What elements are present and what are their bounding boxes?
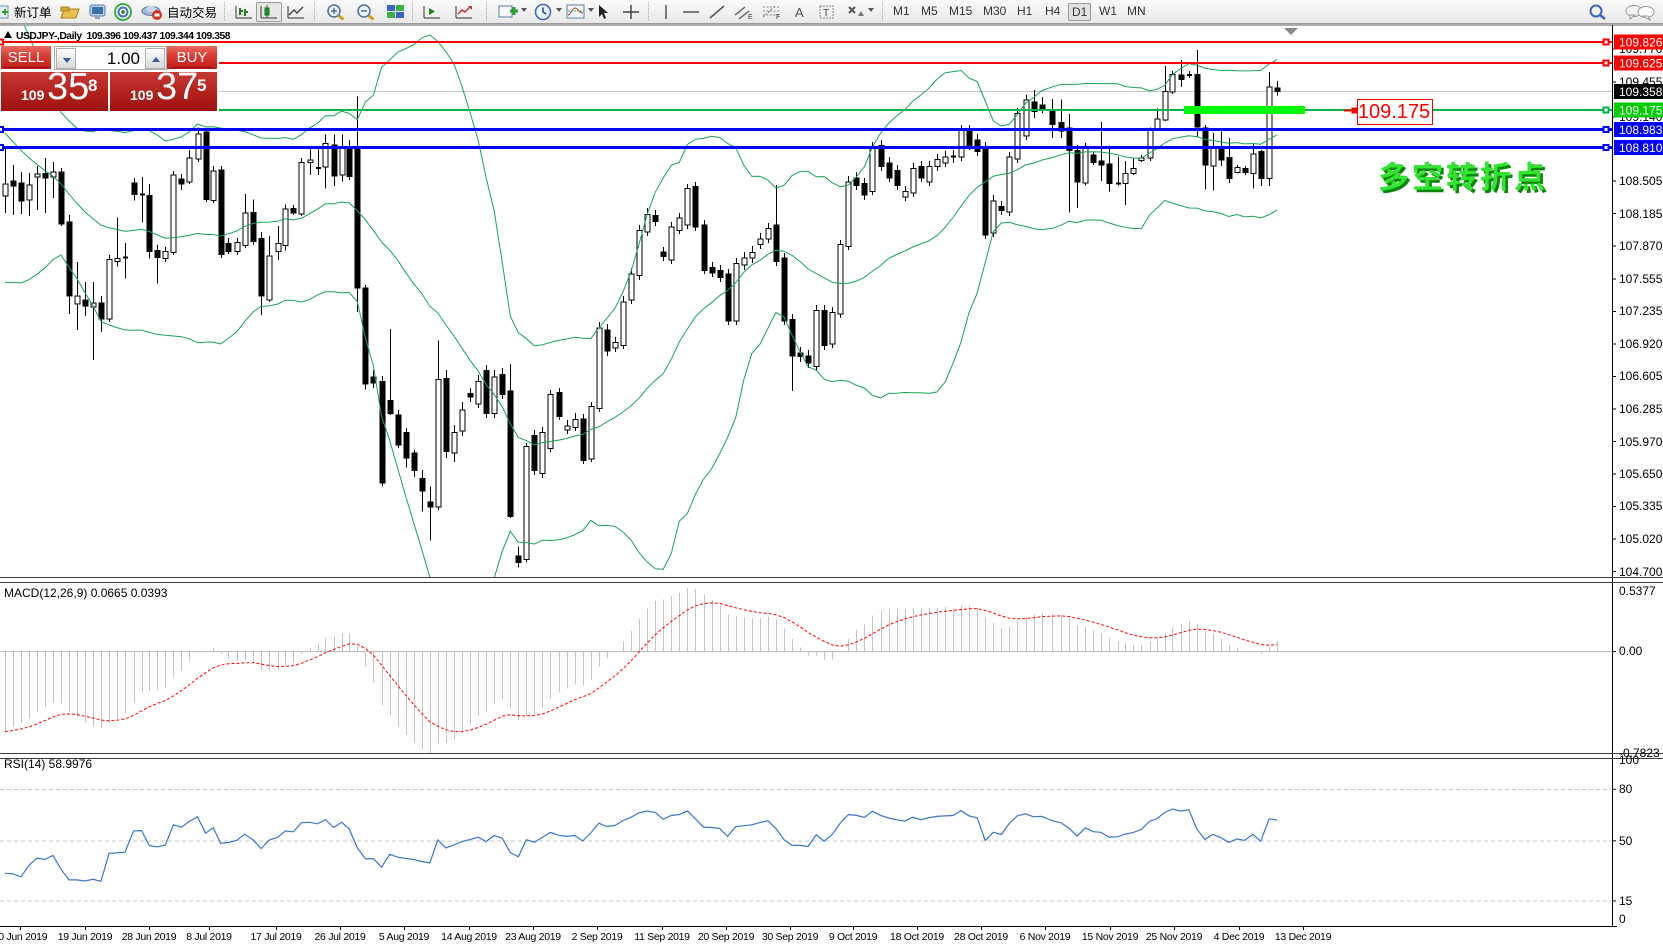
svg-text:15 Nov 2019: 15 Nov 2019 xyxy=(1082,931,1139,943)
svg-text:11 Sep 2019: 11 Sep 2019 xyxy=(634,931,690,943)
svg-text:109.625: 109.625 xyxy=(1619,57,1663,71)
svg-text:30 Sep 2019: 30 Sep 2019 xyxy=(762,931,819,943)
svg-text:50: 50 xyxy=(1619,834,1633,848)
svg-text:0.00: 0.00 xyxy=(1619,644,1643,658)
svg-text:100: 100 xyxy=(1619,753,1639,767)
svg-text:106.605: 106.605 xyxy=(1619,369,1663,383)
svg-text:RSI(14) 58.9976: RSI(14) 58.9976 xyxy=(4,757,92,771)
svg-text:105.020: 105.020 xyxy=(1619,532,1663,546)
svg-text:108.185: 108.185 xyxy=(1619,207,1663,221)
svg-text:4 Dec 2019: 4 Dec 2019 xyxy=(1214,931,1265,943)
svg-text:MACD(12,26,9) 0.0665 0.0393: MACD(12,26,9) 0.0665 0.0393 xyxy=(4,586,168,600)
svg-text:28 Jun 2019: 28 Jun 2019 xyxy=(122,931,177,943)
svg-text:T: T xyxy=(823,8,829,19)
svg-text:109.826: 109.826 xyxy=(1619,36,1663,50)
svg-text:A: A xyxy=(795,5,804,20)
svg-text:E: E xyxy=(748,14,753,21)
svg-text:109.175: 109.175 xyxy=(1619,104,1663,118)
svg-text:0.5377: 0.5377 xyxy=(1619,584,1656,598)
svg-text:108.810: 108.810 xyxy=(1619,141,1663,155)
svg-text:106.285: 106.285 xyxy=(1619,402,1663,416)
svg-text:26 Jul 2019: 26 Jul 2019 xyxy=(315,931,366,943)
svg-text:107.235: 107.235 xyxy=(1619,304,1663,318)
svg-text:19 Jun 2019: 19 Jun 2019 xyxy=(58,931,113,943)
svg-text:105.335: 105.335 xyxy=(1619,499,1663,513)
svg-text:28 Oct 2019: 28 Oct 2019 xyxy=(954,931,1008,943)
svg-text:105.970: 105.970 xyxy=(1619,435,1663,449)
svg-text:105.650: 105.650 xyxy=(1619,467,1663,481)
svg-text:107.555: 107.555 xyxy=(1619,272,1663,286)
svg-text:80: 80 xyxy=(1619,782,1633,796)
svg-text:0: 0 xyxy=(1619,912,1626,926)
svg-text:15: 15 xyxy=(1619,894,1633,908)
svg-text:13 Dec 2019: 13 Dec 2019 xyxy=(1275,931,1332,943)
svg-text:10 Jun 2019: 10 Jun 2019 xyxy=(0,931,48,943)
svg-text:23 Aug 2019: 23 Aug 2019 xyxy=(505,931,561,943)
svg-text:-0.7823: -0.7823 xyxy=(1619,746,1660,760)
svg-text:108.505: 108.505 xyxy=(1619,174,1663,188)
svg-text:25 Nov 2019: 25 Nov 2019 xyxy=(1146,931,1203,943)
svg-text:109.175: 109.175 xyxy=(1358,101,1430,123)
svg-text:USDJPY-,Daily 109.396 109.437: USDJPY-,Daily 109.396 109.437 109.344 10… xyxy=(16,31,231,42)
svg-text:17 Jul 2019: 17 Jul 2019 xyxy=(251,931,302,943)
svg-text:107.870: 107.870 xyxy=(1619,239,1663,253)
svg-text:F: F xyxy=(776,14,780,21)
svg-text:8 Jul 2019: 8 Jul 2019 xyxy=(186,931,232,943)
svg-text:109.358: 109.358 xyxy=(1619,85,1663,99)
svg-text:2 Sep 2019: 2 Sep 2019 xyxy=(572,931,623,943)
svg-text:104.700: 104.700 xyxy=(1619,565,1663,579)
svg-text:18 Oct 2019: 18 Oct 2019 xyxy=(890,931,944,943)
svg-text:14 Aug 2019: 14 Aug 2019 xyxy=(441,931,497,943)
svg-text:106.920: 106.920 xyxy=(1619,337,1663,351)
svg-text:9 Oct 2019: 9 Oct 2019 xyxy=(829,931,878,943)
svg-text:6 Nov 2019: 6 Nov 2019 xyxy=(1020,931,1071,943)
svg-text:108.983: 108.983 xyxy=(1619,123,1663,137)
svg-text:5 Aug 2019: 5 Aug 2019 xyxy=(379,931,430,943)
svg-text:20 Sep 2019: 20 Sep 2019 xyxy=(698,931,755,943)
